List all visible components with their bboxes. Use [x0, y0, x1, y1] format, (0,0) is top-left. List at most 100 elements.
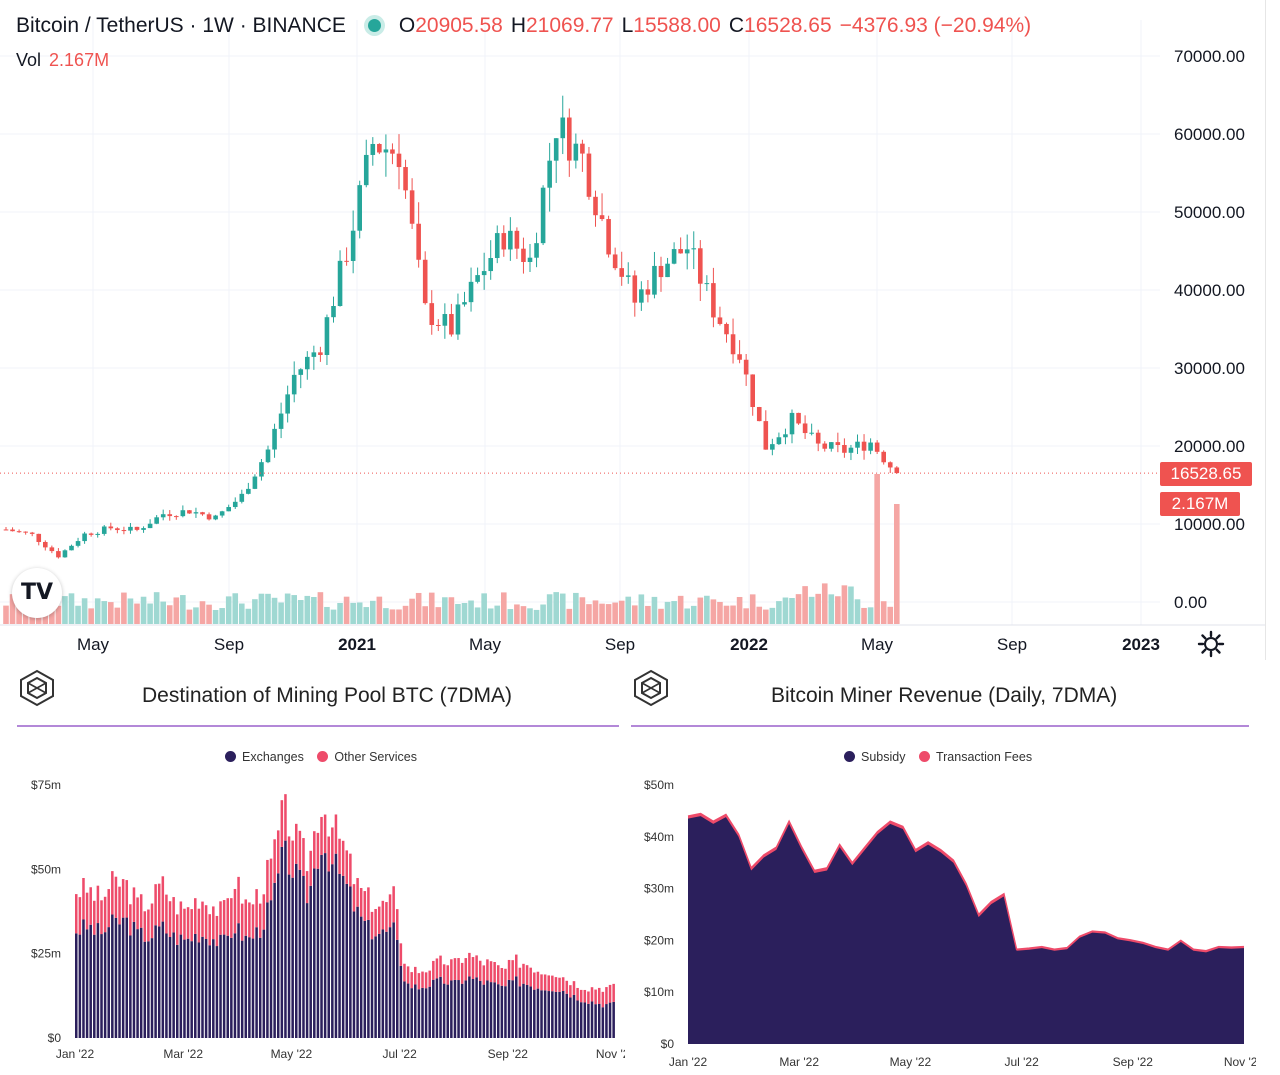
- volume-bar: [546, 594, 553, 624]
- legend-exchanges[interactable]: Exchanges: [242, 750, 304, 764]
- bar-exchanges: [406, 983, 410, 1038]
- candle-body: [822, 443, 828, 449]
- bar-exchanges: [442, 983, 446, 1038]
- bar-other-services: [493, 962, 496, 983]
- bar-exchanges: [190, 941, 193, 1038]
- volume-value: 2.167M: [49, 50, 110, 70]
- volume-bar: [317, 592, 324, 624]
- bar-other-services: [569, 985, 572, 998]
- bar-exchanges: [233, 933, 237, 1038]
- bar-exchanges: [331, 864, 334, 1038]
- candle-body: [174, 516, 179, 518]
- y-tick-label: $0: [48, 1031, 62, 1045]
- bar-exchanges: [359, 916, 363, 1038]
- low-value: 15588.00: [633, 14, 721, 37]
- x-tick-label: Nov '22: [1224, 1055, 1256, 1069]
- volume-bar: [121, 592, 127, 624]
- bar-exchanges: [244, 935, 248, 1038]
- bar-exchanges: [197, 942, 201, 1038]
- bar-other-services: [356, 878, 359, 907]
- candle-body: [350, 230, 356, 261]
- bar-exchanges: [561, 990, 565, 1038]
- volume-bar: [789, 598, 795, 624]
- bar-exchanges: [154, 925, 157, 1038]
- candle-body: [501, 233, 507, 250]
- bar-other-services: [226, 898, 230, 936]
- bar-exchanges: [540, 990, 543, 1038]
- candle-body: [645, 289, 651, 295]
- volume-bar: [599, 603, 605, 624]
- bar-exchanges: [601, 1007, 605, 1038]
- volume-bar: [874, 474, 880, 624]
- bar-exchanges: [475, 977, 478, 1038]
- volume-bar: [422, 606, 428, 624]
- candle-body: [363, 154, 369, 186]
- settings-gear-icon[interactable]: [1197, 630, 1225, 658]
- bar-other-services: [233, 888, 237, 934]
- candle-body: [180, 510, 186, 517]
- x-tick-label: Sep: [997, 635, 1027, 654]
- legend-transaction-fees[interactable]: Transaction Fees: [935, 750, 1033, 764]
- candle-body: [632, 275, 638, 303]
- bar-exchanges: [356, 906, 359, 1038]
- candle-body: [226, 507, 231, 512]
- candle-body: [691, 248, 697, 250]
- symbol-title[interactable]: Bitcoin / TetherUS · 1W · BINANCE: [16, 14, 346, 37]
- candle-body: [887, 462, 893, 468]
- candle-body: [488, 258, 493, 272]
- candle-body: [763, 421, 769, 450]
- y-tick-label: 20000.00: [1174, 437, 1245, 456]
- y-tick-label: 60000.00: [1174, 125, 1245, 144]
- bar-other-services: [547, 975, 550, 992]
- x-tick-label: Sep '22: [1113, 1055, 1154, 1069]
- volume-bar: [887, 606, 894, 624]
- bar-exchanges: [608, 1002, 612, 1038]
- candle-body: [567, 117, 572, 161]
- bar-other-services: [237, 876, 240, 924]
- volume-bar: [383, 608, 389, 624]
- candle-body: [494, 233, 500, 259]
- volume-bar: [592, 600, 599, 624]
- bar-exchanges: [107, 927, 110, 1038]
- bar-exchanges: [410, 988, 413, 1038]
- bar-other-services: [150, 903, 154, 939]
- legend-other-services[interactable]: Other Services: [334, 750, 418, 764]
- volume-bar: [821, 583, 828, 624]
- tradingview-logo[interactable]: TV: [12, 568, 62, 618]
- bar-exchanges: [150, 938, 154, 1038]
- bar-other-services: [504, 968, 507, 987]
- bar-other-services: [93, 900, 96, 935]
- bar-other-services: [262, 894, 266, 930]
- bar-exchanges: [212, 939, 215, 1038]
- bar-other-services: [316, 832, 320, 869]
- candle-body: [560, 117, 566, 139]
- last-volume-tag: 2.167M: [1160, 492, 1240, 516]
- bar-other-services: [576, 987, 579, 1001]
- volume-bar: [586, 604, 592, 624]
- bar-exchanges: [569, 997, 572, 1038]
- candle-body: [160, 514, 166, 518]
- bar-other-services: [478, 960, 482, 981]
- bar-other-services: [201, 901, 204, 937]
- bar-exchanges: [240, 940, 244, 1038]
- price-chart-panel[interactable]: 70000.00 60000.00 50000.00 40000.00 30000.00…: [0, 0, 1266, 660]
- candle-body: [442, 314, 448, 326]
- legend-subsidy[interactable]: Subsidy: [861, 750, 906, 764]
- volume-bar: [94, 598, 101, 624]
- candle-body: [894, 467, 900, 474]
- candle-body: [10, 529, 15, 532]
- candle-body: [62, 550, 68, 558]
- candle-body: [783, 434, 788, 438]
- volume-bar: [704, 595, 710, 624]
- bar-exchanges: [377, 933, 381, 1038]
- volume-bar: [81, 598, 88, 624]
- candlestick-chart[interactable]: 70000.00 60000.00 50000.00 40000.00 30000.00…: [0, 0, 1265, 660]
- candle-body: [278, 413, 284, 429]
- candle-body: [75, 541, 81, 546]
- volume-bar: [88, 608, 94, 624]
- volume-bar: [474, 607, 481, 624]
- bar-exchanges: [392, 922, 395, 1038]
- bar-other-services: [605, 987, 608, 1005]
- bar-other-services: [222, 900, 226, 935]
- bar-other-services: [280, 800, 284, 847]
